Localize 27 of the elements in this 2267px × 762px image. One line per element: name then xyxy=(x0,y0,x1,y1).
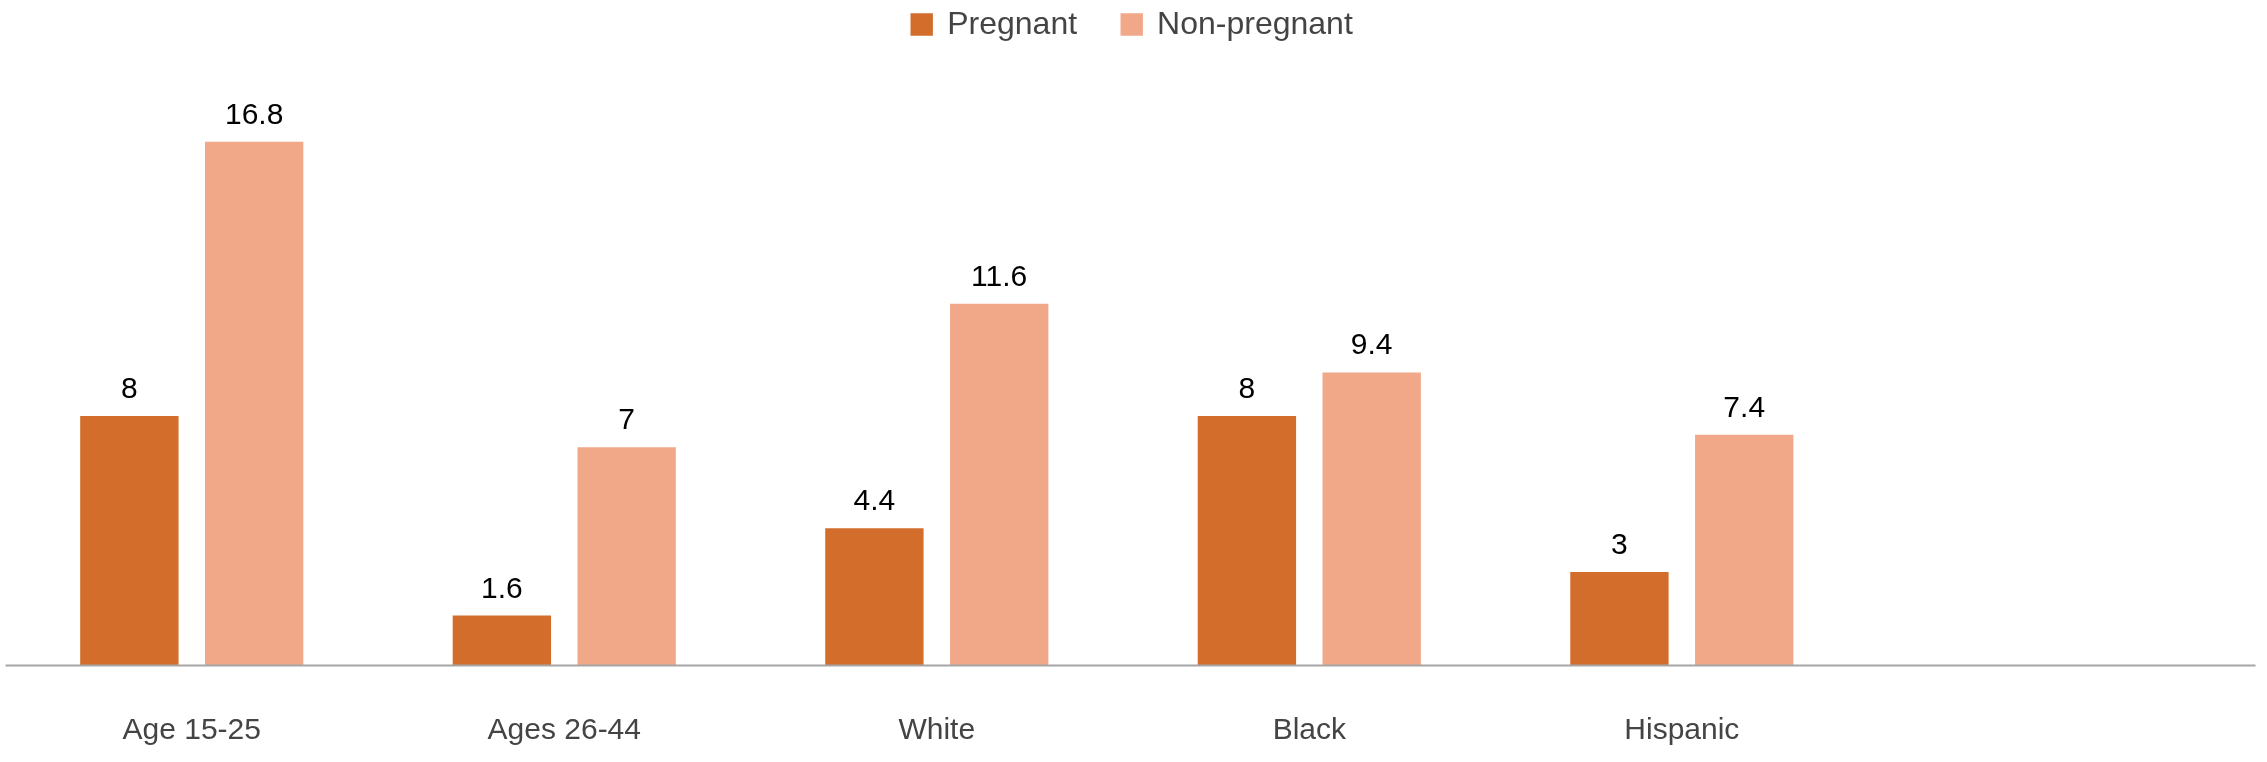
data-label: 7.4 xyxy=(1723,389,1766,423)
bar xyxy=(80,416,179,666)
data-label: 16.8 xyxy=(224,96,284,130)
bar xyxy=(1570,571,1669,666)
data-label: 8 xyxy=(1238,371,1256,405)
x-tick-label: White xyxy=(898,711,976,745)
x-tick-label: Black xyxy=(1272,711,1347,745)
data-label: 8 xyxy=(121,371,138,405)
legend-label: Pregnant xyxy=(947,5,1078,42)
x-tick-label: Hispanic xyxy=(1624,711,1740,745)
bar xyxy=(825,528,924,666)
data-label: 11.6 xyxy=(971,258,1028,292)
bar xyxy=(204,141,304,666)
data-label: 4.4 xyxy=(853,483,896,517)
bar xyxy=(1695,434,1794,666)
bar xyxy=(950,303,1049,666)
data-label: 3 xyxy=(1611,526,1628,560)
data-label: 7 xyxy=(618,402,636,436)
x-tick-label: Age 15-25 xyxy=(122,711,261,745)
x-tick-label: Ages 26-44 xyxy=(487,711,642,745)
bar xyxy=(1197,416,1297,666)
bar xyxy=(452,615,552,666)
data-label: 9.4 xyxy=(1350,327,1393,361)
legend-label: Non-pregnant xyxy=(1157,5,1353,42)
bar xyxy=(577,447,676,666)
data-label: 1.6 xyxy=(481,570,523,604)
bar xyxy=(1322,372,1421,666)
